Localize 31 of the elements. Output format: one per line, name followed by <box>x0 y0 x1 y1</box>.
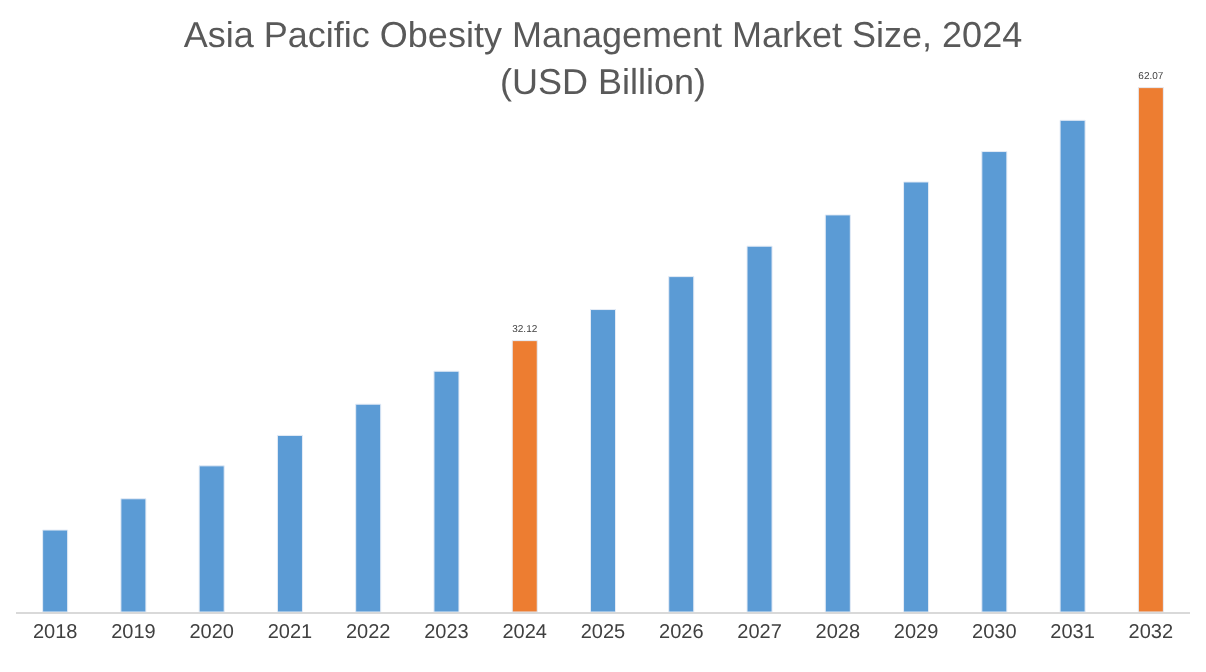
chart-title: Asia Pacific Obesity Management Market Size, 2024 (USD Billion) <box>183 15 1023 102</box>
bar <box>981 151 1008 612</box>
x-tick-label: 2029 <box>893 622 940 644</box>
bar <box>589 309 617 612</box>
x-tick-label: 2030 <box>972 622 1018 644</box>
x-tick-label: 2031 <box>1050 622 1096 644</box>
bar <box>1059 119 1086 612</box>
x-tick-label: 2024 <box>502 622 548 644</box>
bar <box>1137 87 1164 612</box>
bar <box>433 370 460 612</box>
x-tick-label: 2021 <box>267 622 314 644</box>
x-tick-label: 2018 <box>32 622 79 644</box>
x-tick-label: 2026 <box>659 622 705 644</box>
x-tick-label: 2023 <box>424 622 470 644</box>
bar <box>42 529 69 612</box>
bar <box>903 181 930 612</box>
x-tick-label: 2028 <box>815 622 861 644</box>
bar <box>276 434 303 612</box>
bar <box>746 245 773 612</box>
x-tick-label: 2020 <box>189 622 235 644</box>
x-tick-label: 2025 <box>580 622 627 644</box>
x-tick-label: 2022 <box>345 622 392 644</box>
bar <box>120 498 147 612</box>
x-tick-label: 2019 <box>111 622 157 644</box>
bar <box>668 276 695 612</box>
x-tick-label: 2027 <box>737 622 783 644</box>
bar <box>824 214 851 612</box>
x-tick-label: 2032 <box>1128 622 1174 644</box>
bar <box>198 465 225 612</box>
bar <box>355 403 382 612</box>
bar <box>511 340 538 612</box>
